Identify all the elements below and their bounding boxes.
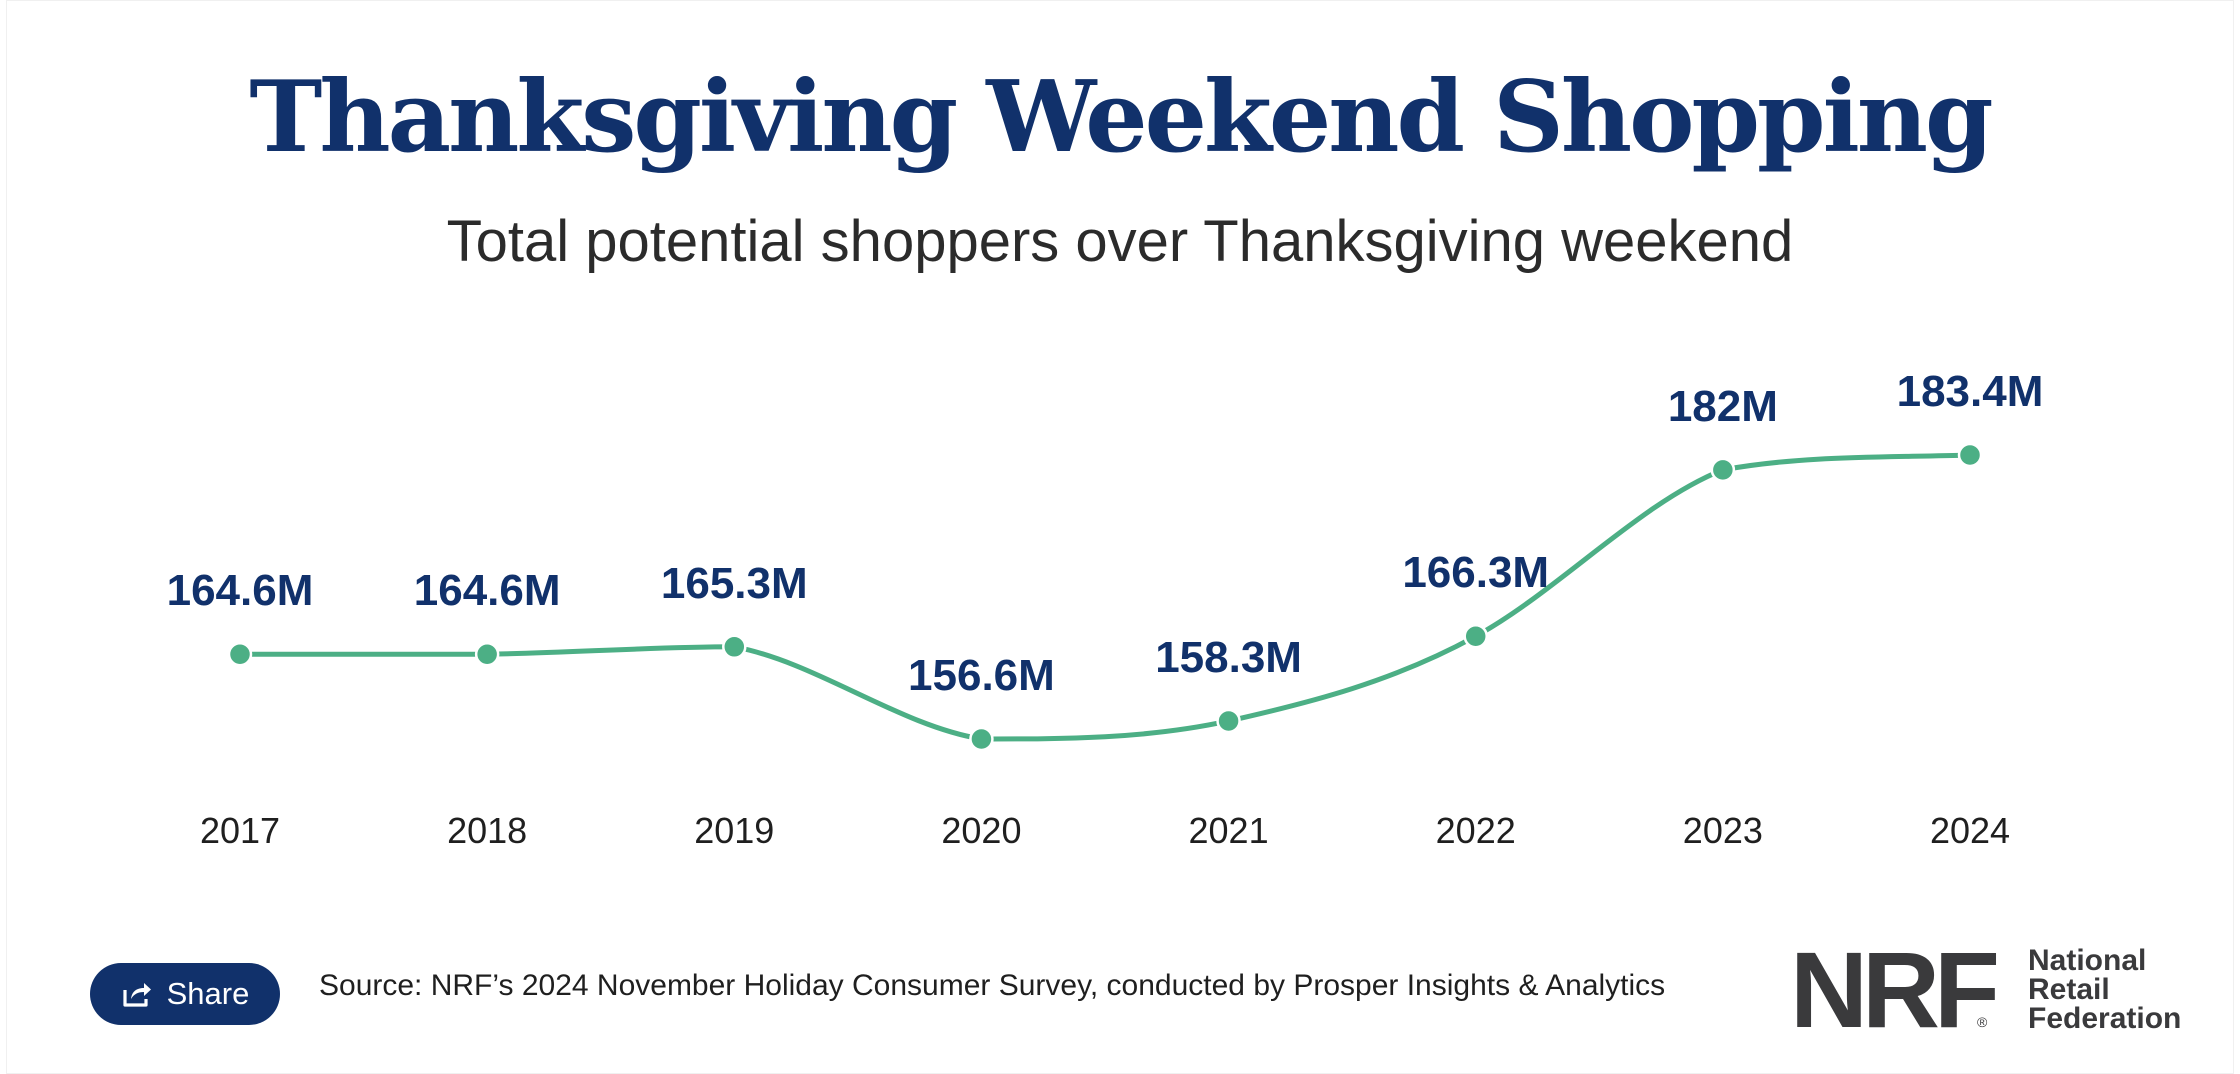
data-point xyxy=(969,726,994,752)
share-icon xyxy=(123,983,151,1007)
x-tick-label: 2017 xyxy=(200,810,280,851)
chart-card: Thanksgiving Weekend Shopping Total pote… xyxy=(6,0,2234,1074)
data-label: 164.6M xyxy=(414,566,561,615)
data-label: 164.6M xyxy=(167,566,314,615)
chart-subtitle: Total potential shoppers over Thanksgivi… xyxy=(446,209,1794,274)
chart-title: Thanksgiving Weekend Shopping xyxy=(249,60,1993,175)
logo-name: National Retail Federation xyxy=(2028,944,2200,1035)
data-label: 156.6M xyxy=(908,651,1055,700)
logo-name-line: Federation xyxy=(2028,1002,2182,1035)
source-note: Source: NRF’s 2024 November Holiday Cons… xyxy=(319,969,1666,1002)
x-tick-label: 2018 xyxy=(447,810,527,851)
logo-mark: NRF xyxy=(1790,929,2000,1050)
data-point xyxy=(1463,623,1488,649)
share-label: Share xyxy=(166,976,250,1011)
data-point xyxy=(1710,457,1736,483)
data-point xyxy=(1957,442,1983,468)
data-label: 183.4M xyxy=(1897,367,2044,416)
line-chart: 164.6M 2017 164.6M 2018 165.3M 2019 156.6M 2020… xyxy=(167,367,2044,851)
share-button[interactable]: Share xyxy=(90,963,280,1025)
data-label: 158.3M xyxy=(1155,633,1302,682)
logo-name-line: National xyxy=(2028,944,2147,977)
data-point xyxy=(474,641,500,667)
data-point xyxy=(1216,708,1241,734)
series-line xyxy=(240,452,1971,742)
data-point xyxy=(227,641,253,667)
x-tick-label: 2022 xyxy=(1436,810,1516,851)
data-label: 166.3M xyxy=(1402,548,1549,597)
data-label: 165.3M xyxy=(661,559,808,608)
nrf-logo: NRF ® National Retail Federation xyxy=(1790,929,2200,1050)
data-point xyxy=(722,634,747,660)
x-tick-label: 2019 xyxy=(694,810,774,851)
x-tick-label: 2023 xyxy=(1683,810,1763,851)
x-tick-label: 2020 xyxy=(941,810,1021,851)
data-label: 182M xyxy=(1668,382,1778,431)
logo-registered-mark: ® xyxy=(1977,1014,1988,1030)
x-tick-label: 2021 xyxy=(1189,810,1269,851)
logo-name-line: Retail xyxy=(2028,973,2110,1006)
x-tick-label: 2024 xyxy=(1930,810,2010,851)
